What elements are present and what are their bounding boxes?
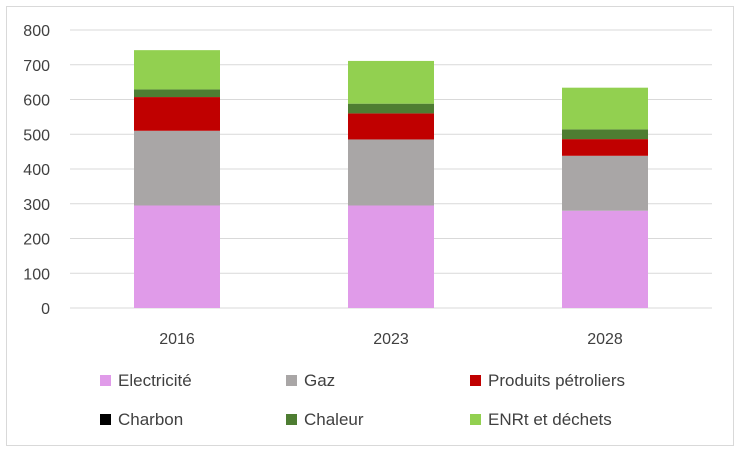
x-tick-label: 2023 xyxy=(373,331,409,348)
legend-swatch xyxy=(286,414,297,425)
y-axis-tick-labels: 0 100 200 300 400 500 600 700 800 xyxy=(23,23,50,318)
legend-swatch xyxy=(470,414,481,425)
y-tick-label: 0 xyxy=(41,301,50,318)
legend-swatch xyxy=(286,375,297,386)
bar-segment xyxy=(348,103,434,114)
bar-segment xyxy=(562,210,648,308)
bar-segment xyxy=(134,97,220,131)
bar-segment xyxy=(562,129,648,140)
bar-segment xyxy=(134,50,220,90)
legend: Electricité Gaz Produits pétroliers Charbon… xyxy=(100,371,625,429)
legend-swatch xyxy=(100,414,111,425)
bars xyxy=(134,50,648,308)
bar-segment xyxy=(348,205,434,308)
y-tick-label: 200 xyxy=(23,232,50,249)
y-tick-label: 700 xyxy=(23,58,50,75)
bar-segment xyxy=(562,139,648,156)
y-tick-label: 500 xyxy=(23,127,50,144)
y-tick-label: 600 xyxy=(23,93,50,110)
bar-segment xyxy=(562,87,648,130)
x-tick-label: 2028 xyxy=(587,331,623,348)
legend-label: ENRt et déchets xyxy=(488,410,612,429)
bar-segment xyxy=(348,60,434,104)
bar-segment xyxy=(348,139,434,206)
legend-swatch xyxy=(100,375,111,386)
legend-label: Charbon xyxy=(118,410,183,429)
legend-label: Chaleur xyxy=(304,410,364,429)
y-tick-label: 800 xyxy=(23,23,50,40)
bar-segment xyxy=(134,89,220,98)
bar-segment xyxy=(348,113,434,140)
legend-swatch xyxy=(470,375,481,386)
x-tick-label: 2016 xyxy=(159,331,195,348)
x-axis-tick-labels: 2016 2023 2028 xyxy=(159,331,623,348)
bar-segment xyxy=(562,155,648,211)
y-tick-label: 300 xyxy=(23,197,50,214)
bar-segment xyxy=(134,130,220,206)
legend-label: Gaz xyxy=(304,371,335,390)
bar-segment xyxy=(134,205,220,308)
y-tick-label: 100 xyxy=(23,266,50,283)
legend-label: Produits pétroliers xyxy=(488,371,625,390)
legend-label: Electricité xyxy=(118,371,192,390)
y-tick-label: 400 xyxy=(23,162,50,179)
